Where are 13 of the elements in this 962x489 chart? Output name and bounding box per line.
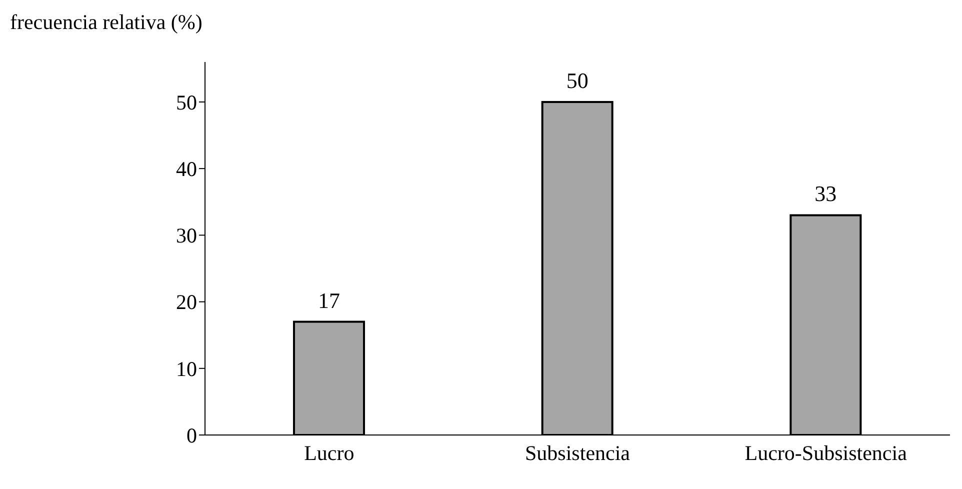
y-tick-label: 0	[186, 423, 197, 448]
y-axis-title: frecuencia relativa (%)	[10, 10, 202, 35]
data-label: 17	[318, 288, 340, 313]
y-tick-label: 30	[176, 224, 197, 248]
y-tick-label: 40	[176, 157, 197, 182]
y-tick-label: 10	[176, 356, 197, 381]
data-label: 33	[814, 181, 837, 206]
x-tick-label: Subsistencia	[525, 440, 631, 465]
x-tick-label: Lucro-Subsistencia	[744, 440, 908, 465]
y-tick-label: 50	[176, 90, 197, 114]
x-tick-label: Lucro	[304, 440, 354, 465]
y-tick-label: 20	[176, 290, 197, 314]
data-label: 50	[566, 68, 588, 93]
